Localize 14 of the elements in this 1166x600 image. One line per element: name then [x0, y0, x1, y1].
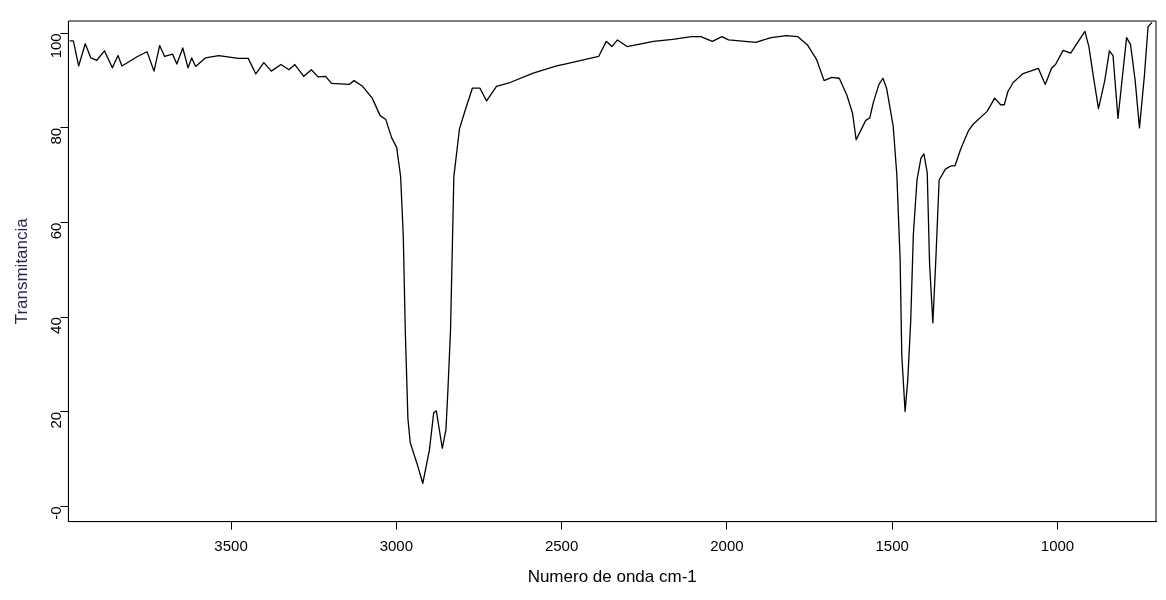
- y-tick-label: 20: [46, 411, 64, 429]
- x-tick-label: 1000: [1040, 536, 1075, 554]
- x-tick-label: 3000: [379, 536, 414, 554]
- x-axis-title: Numero de onda cm-1: [527, 567, 697, 587]
- x-tick-label: 3500: [214, 536, 248, 554]
- y-tick-label: 40: [46, 317, 64, 334]
- y-axis-title: Transmitancia: [11, 217, 31, 325]
- y-tick-label: 80: [46, 127, 64, 145]
- y-tick-label: -0: [46, 506, 64, 520]
- y-tick-label: 60: [46, 222, 64, 240]
- x-tick-label: 2000: [710, 536, 744, 554]
- x-tick-label: 2500: [544, 536, 579, 554]
- x-tick-label: 1500: [875, 536, 909, 554]
- y-tick-label: 100: [46, 33, 64, 59]
